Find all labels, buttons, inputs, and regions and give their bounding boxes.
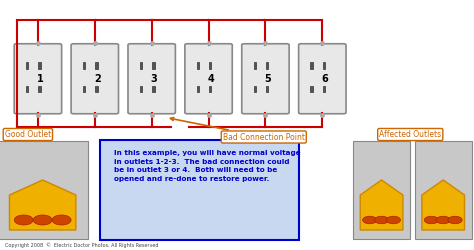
Text: 4: 4 [208, 74, 214, 84]
Text: 1: 1 [37, 74, 44, 84]
Bar [95, 86, 98, 92]
Bar [26, 86, 28, 92]
FancyBboxPatch shape [14, 44, 62, 114]
Bar [209, 86, 211, 92]
FancyBboxPatch shape [415, 141, 472, 239]
Bar [310, 86, 313, 92]
Text: 5: 5 [264, 74, 271, 84]
Bar [152, 86, 155, 92]
Polygon shape [9, 180, 76, 230]
Circle shape [52, 215, 71, 225]
Text: 6: 6 [321, 74, 328, 84]
Text: 3: 3 [151, 74, 157, 84]
Bar [254, 86, 256, 92]
Bar [140, 86, 142, 92]
Bar [209, 62, 211, 68]
Bar [310, 62, 313, 68]
FancyBboxPatch shape [71, 44, 118, 114]
Text: In this example, you will have normal voltage
in outlets 1-2-3.  The bad connect: In this example, you will have normal vo… [114, 150, 301, 182]
Text: 2: 2 [94, 74, 100, 84]
Bar [197, 86, 199, 92]
Circle shape [436, 216, 450, 224]
Circle shape [374, 216, 389, 224]
FancyBboxPatch shape [0, 141, 88, 239]
Circle shape [386, 216, 401, 224]
Bar [323, 62, 325, 68]
Bar [197, 62, 199, 68]
Bar [38, 86, 41, 92]
Text: Affected Outlets: Affected Outlets [379, 130, 441, 139]
FancyBboxPatch shape [242, 44, 289, 114]
Bar [95, 62, 98, 68]
Circle shape [424, 216, 438, 224]
Polygon shape [422, 180, 465, 230]
Bar [152, 62, 155, 68]
FancyBboxPatch shape [100, 140, 299, 240]
Circle shape [363, 216, 377, 224]
Bar [38, 62, 41, 68]
Bar [83, 62, 85, 68]
Text: Good Outlet: Good Outlet [5, 130, 51, 139]
FancyBboxPatch shape [353, 141, 410, 239]
Circle shape [448, 216, 462, 224]
FancyBboxPatch shape [299, 44, 346, 114]
Bar [26, 62, 28, 68]
FancyBboxPatch shape [128, 44, 175, 114]
Bar [254, 62, 256, 68]
Text: Copyright 2008  ©  Electric Doctor Photos, All Rights Reserved: Copyright 2008 © Electric Doctor Photos,… [5, 242, 158, 248]
Bar [266, 86, 268, 92]
FancyBboxPatch shape [185, 44, 232, 114]
Polygon shape [360, 180, 403, 230]
Bar [266, 62, 268, 68]
Circle shape [33, 215, 52, 225]
Bar [83, 86, 85, 92]
Text: Bad Connection Point: Bad Connection Point [171, 118, 305, 142]
Bar [323, 86, 325, 92]
Bar [140, 62, 142, 68]
Circle shape [14, 215, 33, 225]
